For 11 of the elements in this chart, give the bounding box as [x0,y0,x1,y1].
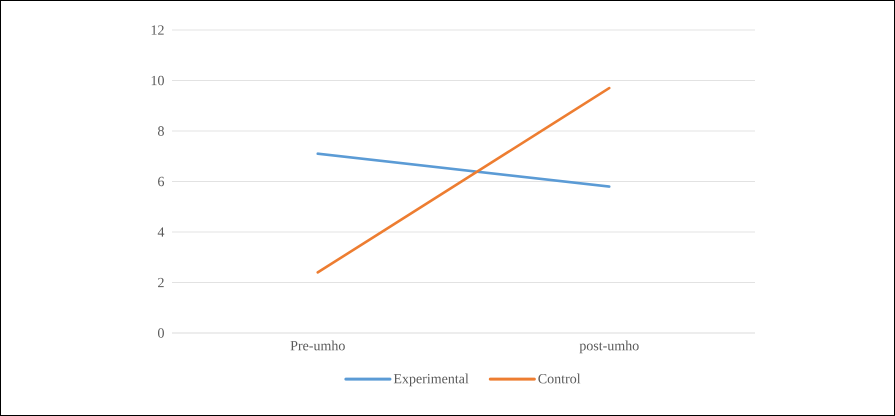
x-tick-label: post-umho [580,340,639,354]
x-tick-label: Pre-umho [290,340,345,350]
y-tick-label: 2 [158,278,164,288]
y-tick-label: 12 [152,25,164,35]
y-tick-label: 6 [158,176,164,186]
y-tick-label: 10 [152,76,164,86]
y-tick-label: 8 [158,126,164,136]
legend-label: Experimental [394,374,469,386]
y-tick-label: 0 [158,328,164,338]
y-tick-label: 4 [158,227,164,237]
legend-label: Control [538,374,580,384]
